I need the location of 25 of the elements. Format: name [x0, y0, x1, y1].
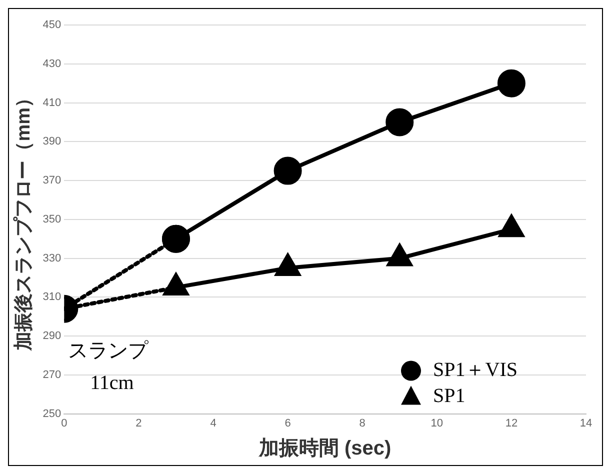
y-tick-label: 370 — [42, 174, 62, 187]
y-tick-label: 450 — [42, 19, 62, 32]
x-tick-label: 8 — [359, 417, 366, 430]
y-axis-title: 加振後スランプフロー（mm） — [12, 88, 35, 352]
y-tick-label: 310 — [42, 291, 62, 304]
x-tick-label: 14 — [580, 417, 592, 430]
annotation: スランプ — [68, 340, 150, 362]
y-tick-label: 390 — [42, 136, 62, 148]
y-tick-label: 290 — [42, 330, 62, 342]
y-tick-label: 250 — [42, 408, 62, 420]
x-tick-label: 6 — [284, 417, 291, 430]
x-tick-label: 4 — [210, 417, 216, 430]
x-tick-label: 0 — [61, 417, 68, 430]
x-tick-label: 12 — [505, 417, 518, 430]
y-tick-label: 330 — [42, 252, 62, 264]
x-axis-title: 加振時間 (sec) — [258, 438, 392, 460]
y-tick-label: 410 — [42, 96, 62, 109]
y-tick-label: 270 — [42, 368, 62, 381]
legend-label: SP1＋VIS — [433, 359, 518, 382]
y-tick-label: 430 — [42, 58, 62, 70]
y-tick-label: 350 — [42, 213, 62, 226]
legend-label: SP1 — [433, 385, 466, 408]
x-tick-label: 2 — [136, 417, 142, 430]
x-tick-label: 10 — [430, 417, 444, 430]
annotation: 11cm — [90, 372, 134, 394]
